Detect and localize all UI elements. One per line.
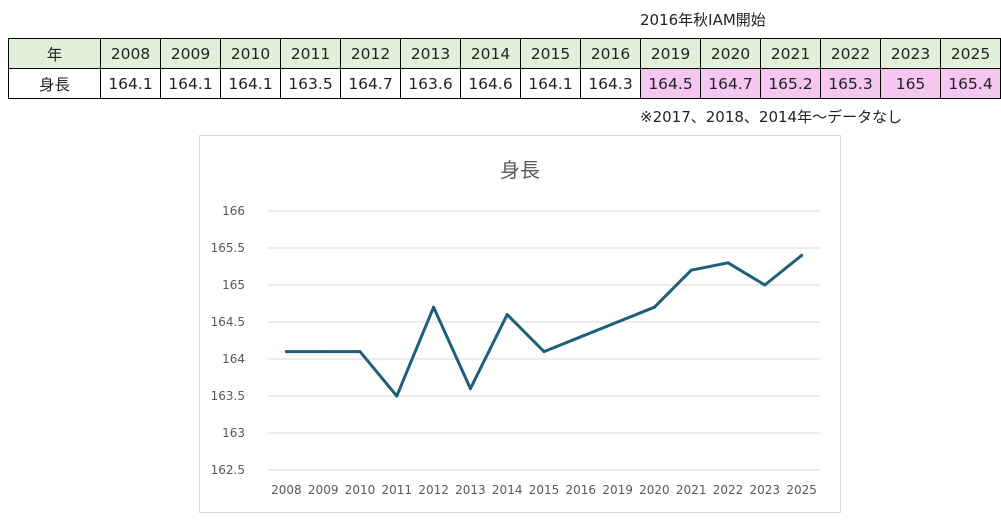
- height-cell: 165: [880, 68, 941, 99]
- height-cell: 164.5: [640, 68, 701, 99]
- height-cell: 164.7: [340, 68, 401, 99]
- height-cell: 165.2: [760, 68, 821, 99]
- y-tick-label: 165: [222, 278, 245, 292]
- year-cell: 2015: [520, 38, 581, 69]
- year-cell: 2012: [340, 38, 401, 69]
- height-cell: 164.1: [160, 68, 221, 99]
- data-point: [763, 283, 767, 287]
- x-tick-label: 2022: [713, 483, 744, 497]
- y-tick-label: 165.5: [211, 241, 245, 255]
- year-cell: 2010: [220, 38, 281, 69]
- height-cell: 164.1: [220, 68, 281, 99]
- y-tick-label: 164.5: [211, 315, 245, 329]
- x-tick-label: 2021: [676, 483, 707, 497]
- x-tick-label: 2023: [750, 483, 781, 497]
- data-point: [616, 320, 620, 324]
- y-axis-labels: 166 165.5 165 164.5 164 163.5 163 162.5: [211, 204, 245, 477]
- year-cell: 2021: [760, 38, 821, 69]
- missing-data-note: ※2017、2018、2014年～データなし: [640, 108, 903, 126]
- year-cell: 2016: [580, 38, 641, 69]
- height-cell: 165.4: [940, 68, 1001, 99]
- height-cell: 164.6: [460, 68, 521, 99]
- data-point: [468, 387, 472, 391]
- height-cell: 164.1: [520, 68, 581, 99]
- height-cell: 164.7: [700, 68, 761, 99]
- x-tick-label: 2009: [308, 483, 339, 497]
- gridlines: [268, 210, 820, 471]
- data-point: [505, 313, 509, 317]
- height-row: 身長 164.1 164.1 164.1 163.5 164.7 163.6 164.6 16…: [8, 68, 1001, 99]
- x-tick-label: 2019: [602, 483, 633, 497]
- height-row-label: 身長: [8, 68, 101, 99]
- data-point: [321, 350, 325, 354]
- y-tick-label: 163: [222, 426, 245, 440]
- series-layer: [284, 253, 804, 398]
- data-point: [689, 268, 693, 272]
- height-chart: 身長 166 165.5 165 164.5 164 163.5 163 162.5 2008…: [199, 135, 841, 513]
- height-cell: 163.5: [280, 68, 341, 99]
- x-tick-label: 2008: [271, 483, 302, 497]
- x-tick-label: 2015: [529, 483, 560, 497]
- data-point: [284, 350, 288, 354]
- height-cell: 163.6: [400, 68, 461, 99]
- year-cell: 2025: [940, 38, 1001, 69]
- data-point: [542, 350, 546, 354]
- x-tick-label: 2012: [418, 483, 449, 497]
- year-cell: 2014: [460, 38, 521, 69]
- height-cell: 164.3: [580, 68, 641, 99]
- y-tick-label: 163.5: [211, 389, 245, 403]
- data-point: [579, 335, 583, 339]
- data-point: [358, 350, 362, 354]
- year-cell: 2009: [160, 38, 221, 69]
- year-cell: 2011: [280, 38, 341, 69]
- x-tick-label: 2020: [639, 483, 670, 497]
- height-table: 年 2008 2009 2010 2011 2012 2013 2014 2015 2016 20…: [8, 38, 1001, 99]
- year-cell: 2019: [640, 38, 701, 69]
- year-cell: 2020: [700, 38, 761, 69]
- year-cell: 2023: [880, 38, 941, 69]
- data-point: [395, 394, 399, 398]
- data-point: [800, 253, 804, 257]
- year-cell: 2022: [820, 38, 881, 69]
- height-cell: 164.1: [100, 68, 161, 99]
- x-tick-label: 2013: [455, 483, 486, 497]
- year-row: 年 2008 2009 2010 2011 2012 2013 2014 2015 2016 20…: [8, 38, 1001, 69]
- y-tick-label: 162.5: [211, 463, 245, 477]
- year-cell: 2013: [400, 38, 461, 69]
- data-point: [432, 305, 436, 309]
- chart-title: 身長: [500, 158, 540, 182]
- x-axis-labels: 2008 2009 2010 2011 2012 2013 2014 2015 2016 2019…: [271, 483, 817, 497]
- iam-start-note: 2016年秋IAM開始: [640, 11, 766, 29]
- x-tick-label: 2016: [566, 483, 597, 497]
- y-tick-label: 166: [222, 204, 245, 218]
- x-tick-label: 2011: [382, 483, 413, 497]
- year-row-label: 年: [8, 38, 101, 69]
- series-line: [284, 253, 804, 398]
- data-point: [726, 261, 730, 265]
- x-tick-label: 2010: [345, 483, 376, 497]
- year-cell: 2008: [100, 38, 161, 69]
- x-tick-label: 2025: [786, 483, 817, 497]
- y-tick-label: 164: [222, 352, 245, 366]
- x-tick-label: 2014: [492, 483, 523, 497]
- data-point: [652, 305, 656, 309]
- height-cell: 165.3: [820, 68, 881, 99]
- chart-svg: 身長 166 165.5 165 164.5 164 163.5 163 162.5 2008…: [211, 158, 820, 497]
